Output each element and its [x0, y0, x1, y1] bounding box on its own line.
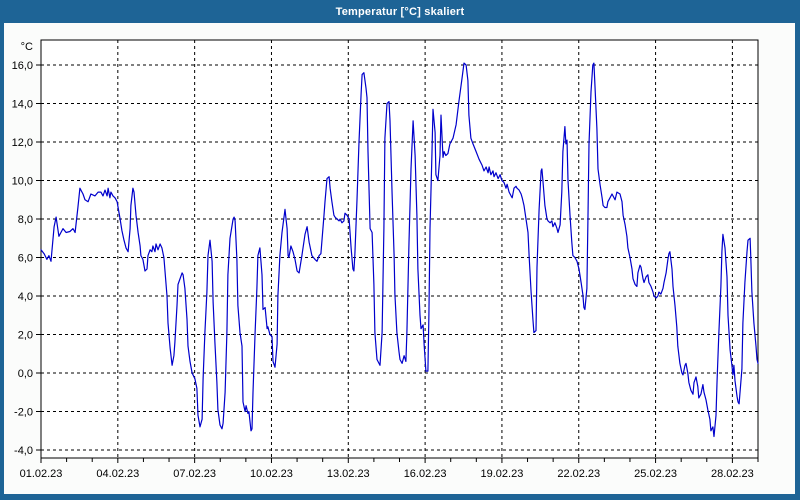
y-axis-unit: °C — [21, 41, 33, 53]
x-tick-label: 01.02.23 — [20, 468, 63, 480]
temperature-chart: 16,0 14,0 12,0 10,0 8,0 6,0 4,0 2,0 0,0 -2,0 -4,0 °… — [12, 39, 759, 480]
x-tick-label: 22.02.23 — [557, 468, 600, 480]
y-tick-label: 8,0 — [18, 214, 33, 226]
x-tick-label: 13.02.23 — [327, 468, 370, 480]
window-titlebar: Temperatur [°C] skaliert — [4, 0, 795, 23]
y-tick-label: 2,0 — [18, 330, 33, 342]
y-tick-label: 10,0 — [12, 176, 33, 188]
x-tick-label: 10.02.23 — [250, 468, 293, 480]
x-tick-label: 16.02.23 — [404, 468, 447, 480]
x-tick-label: 25.02.23 — [634, 468, 677, 480]
y-tick-label: -2,0 — [14, 407, 33, 419]
x-tick-label: 28.02.23 — [711, 468, 754, 480]
y-tick-label: 6,0 — [18, 253, 33, 265]
y-tick-label: 12,0 — [12, 137, 33, 149]
y-tick-label: 0,0 — [18, 368, 33, 380]
x-tick-label: 04.02.23 — [96, 468, 139, 480]
y-tick-label: 16,0 — [12, 60, 33, 72]
y-tick-label: -4,0 — [14, 445, 33, 457]
x-tick-label: 07.02.23 — [173, 468, 216, 480]
window-title: Temperatur [°C] skaliert — [335, 5, 465, 18]
temperature-line — [40, 62, 759, 438]
y-tick-label: 14,0 — [12, 99, 33, 111]
chart-content: 16,0 14,0 12,0 10,0 8,0 6,0 4,0 2,0 0,0 -2,0 -4,0 °… — [4, 23, 795, 494]
plot-border — [40, 39, 759, 459]
y-tick-label: 4,0 — [18, 291, 33, 303]
x-tick-label: 19.02.23 — [481, 468, 524, 480]
